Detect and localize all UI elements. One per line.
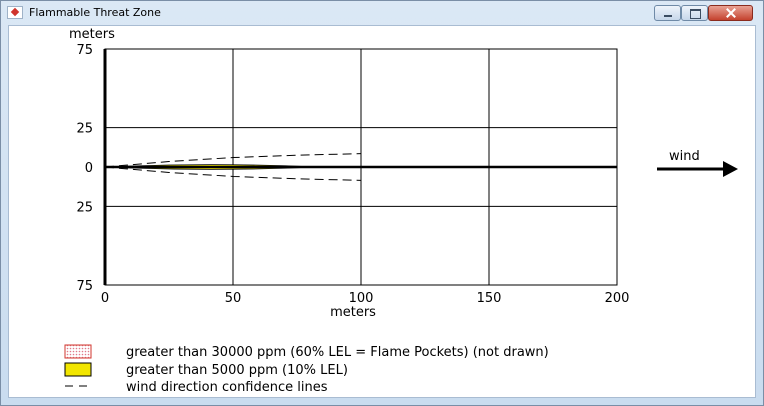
x-tick-labels: 0 50 100 150 200 xyxy=(101,291,630,306)
chart-area: meters meters 75 25 0 25 75 0 50 100 150 200 win… xyxy=(8,25,756,398)
close-icon xyxy=(709,6,752,20)
title-bar[interactable]: Flammable Threat Zone xyxy=(1,1,763,25)
x-tick-label: 100 xyxy=(349,291,374,306)
wind-label: wind xyxy=(669,149,700,164)
wind-indicator: wind xyxy=(657,149,738,177)
y-tick-label: 25 xyxy=(76,122,93,137)
maximize-icon xyxy=(682,6,707,20)
minimize-button[interactable] xyxy=(654,5,681,21)
close-button[interactable] xyxy=(708,5,753,21)
threat-zone-plot: meters meters 75 25 0 25 75 0 50 100 150 200 win… xyxy=(64,27,738,395)
maximize-button[interactable] xyxy=(681,5,708,21)
x-tick-label: 50 xyxy=(225,291,242,306)
confidence-line-upper xyxy=(104,153,362,168)
y-tick-label: 25 xyxy=(76,200,93,215)
legend-label-5000ppm: greater than 5000 ppm (10% LEL) xyxy=(126,363,348,378)
x-tick-label: 0 xyxy=(101,291,109,306)
legend-swatch-flame-pockets xyxy=(64,344,92,359)
legend-label-confidence: wind direction confidence lines xyxy=(126,380,328,395)
wind-arrow-icon xyxy=(723,161,738,177)
y-axis-label: meters xyxy=(69,27,115,42)
y-tick-label: 75 xyxy=(76,43,93,58)
minimize-icon xyxy=(655,6,680,20)
legend: greater than 30000 ppm (60% LEL = Flame … xyxy=(64,344,549,395)
window-title: Flammable Threat Zone xyxy=(29,6,161,19)
confidence-line-lower xyxy=(104,166,362,181)
legend-label-flame-pockets: greater than 30000 ppm (60% LEL = Flame … xyxy=(126,345,549,360)
y-tick-label: 0 xyxy=(85,161,93,176)
y-tick-label: 75 xyxy=(76,279,93,294)
x-axis-label: meters xyxy=(330,305,376,320)
x-tick-label: 200 xyxy=(605,291,630,306)
legend-swatch-5000ppm xyxy=(64,362,92,377)
x-tick-label: 150 xyxy=(477,291,502,306)
y-tick-labels: 75 25 0 25 75 xyxy=(76,43,93,294)
grid-lines xyxy=(105,49,617,285)
app-icon xyxy=(7,6,23,19)
